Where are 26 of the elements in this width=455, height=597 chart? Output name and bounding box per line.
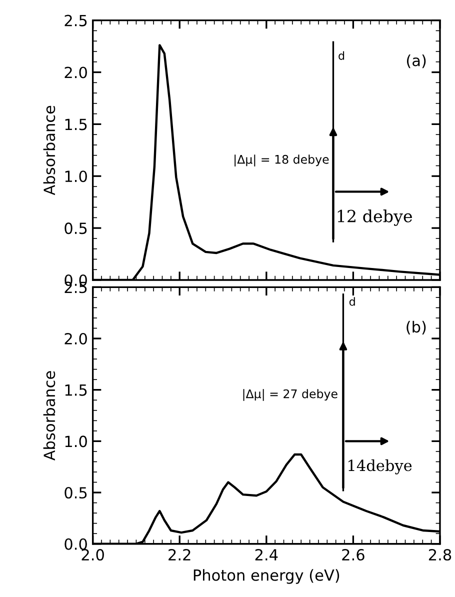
y-tick-label: 2.0 bbox=[64, 66, 87, 78]
y-tick-label: 1.5 bbox=[65, 118, 87, 130]
y-axis-title: Absorbance bbox=[43, 371, 56, 461]
x-tick-label: 2.6 bbox=[342, 549, 364, 561]
y-tick-label: 1.0 bbox=[65, 436, 87, 448]
y-tick-label: 1.0 bbox=[65, 170, 87, 182]
annotation: d bbox=[349, 297, 355, 306]
annotation: 14debye bbox=[348, 459, 412, 474]
y-tick-label: 0.0 bbox=[64, 538, 87, 550]
x-axis-title: Photon energy (eV) bbox=[194, 569, 340, 584]
x-tick-label: 2.2 bbox=[168, 549, 190, 560]
annotation: |Δμ| = 27 debye bbox=[243, 389, 338, 401]
x-tick-label: 2.8 bbox=[428, 549, 452, 561]
annotation: 12 debye bbox=[338, 209, 412, 226]
annotation: (b) bbox=[406, 320, 426, 334]
annotation: d bbox=[338, 51, 344, 60]
y-tick-label: 0.5 bbox=[64, 486, 87, 499]
x-tick-label: 2.4 bbox=[255, 549, 278, 560]
y-tick-label: 0.5 bbox=[64, 222, 87, 234]
y-tick-label: 1.5 bbox=[65, 384, 87, 396]
y-tick-label: 2.5 bbox=[64, 14, 87, 26]
y-axis-title: Absorbance bbox=[43, 106, 56, 196]
annotation: |Δμ| = 18 debye bbox=[234, 154, 329, 166]
x-tick-label: 2.0 bbox=[82, 549, 104, 561]
annotation: (a) bbox=[406, 54, 426, 68]
y-tick-label: 2.0 bbox=[64, 332, 87, 345]
